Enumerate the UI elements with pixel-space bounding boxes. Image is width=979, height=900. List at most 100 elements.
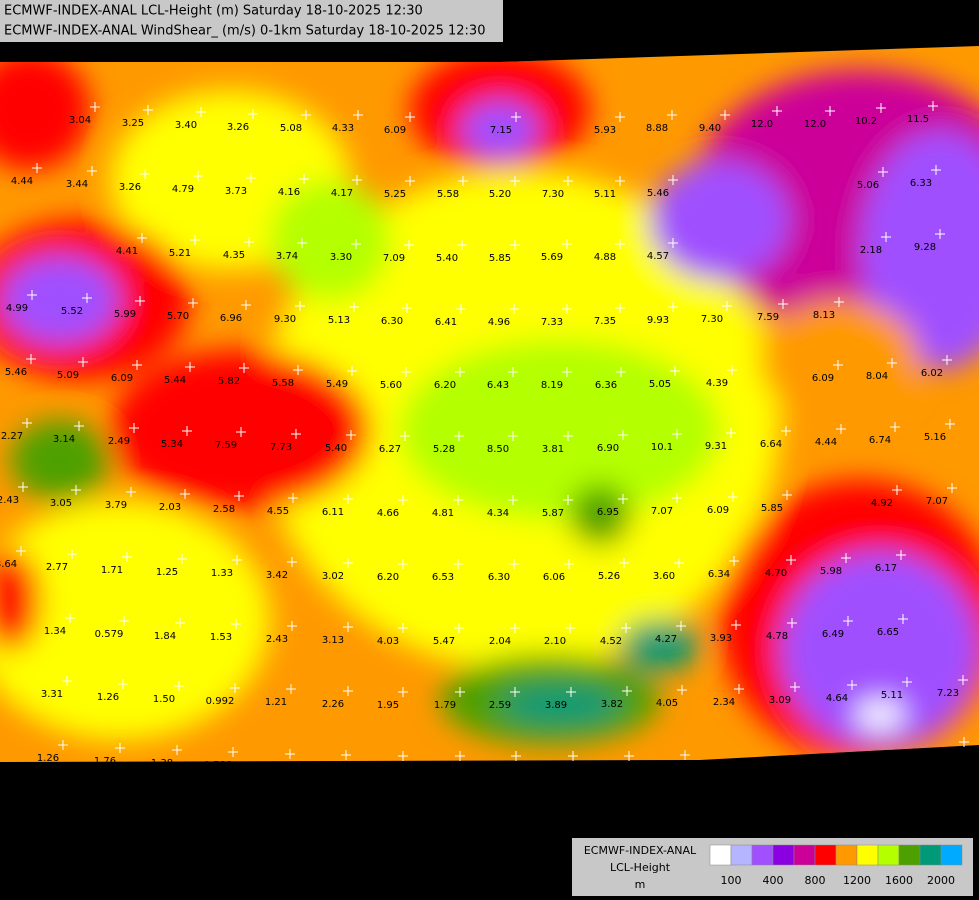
station-marker (624, 751, 634, 761)
header-line: ECMWF-INDEX-ANAL WindShear_ (m/s) 0-1km … (4, 24, 485, 39)
station-marker (727, 365, 737, 375)
station-marker (890, 422, 900, 432)
legend-swatch (919, 844, 942, 866)
station-value: 3.40 (175, 120, 197, 131)
legend-variable: LCL-Height (610, 861, 671, 874)
station-value: 5.06 (857, 180, 879, 191)
field-blobs (0, 50, 979, 760)
station-marker (615, 112, 625, 122)
station-marker (349, 302, 359, 312)
legend-swatch (730, 844, 753, 866)
station-marker (401, 367, 411, 377)
station-value: 6.17 (875, 563, 897, 574)
station-marker (668, 175, 678, 185)
station-value: 6.20 (434, 380, 456, 391)
station-value: 5.52 (61, 306, 83, 317)
station-marker (562, 304, 572, 314)
station-value: 5.11 (881, 690, 903, 701)
station-value: 5.16 (924, 432, 946, 443)
station-value: 8.04 (866, 371, 888, 382)
station-marker (566, 687, 576, 697)
station-value: 1.50 (153, 694, 175, 705)
station-value: 5.44 (164, 375, 186, 386)
station-marker (232, 555, 242, 565)
station-value: 1.26 (37, 753, 59, 764)
station-marker (945, 419, 955, 429)
station-value: 3.30 (330, 252, 352, 263)
station-value: 4.44 (815, 437, 837, 448)
station-marker (90, 102, 100, 112)
station-marker (398, 623, 408, 633)
legend-label: 400 (763, 874, 784, 887)
station-value: 4.52 (600, 636, 622, 647)
station-marker (677, 685, 687, 695)
station-marker (928, 101, 938, 111)
station-value: 3.25 (122, 118, 144, 129)
station-value: 9.40 (699, 123, 721, 134)
station-value: 5.08 (280, 123, 302, 134)
station-marker (87, 166, 97, 176)
station-value: 4.81 (432, 508, 454, 519)
station-value: 3.04 (69, 115, 91, 126)
station-value: 6.11 (322, 507, 344, 518)
station-value: 7.09 (383, 253, 405, 264)
station-marker (778, 299, 788, 309)
station-marker (510, 176, 520, 186)
station-value: 3.42 (266, 570, 288, 581)
station-marker (568, 751, 578, 761)
station-marker (931, 165, 941, 175)
station-marker (67, 549, 77, 559)
station-marker (455, 367, 465, 377)
station-marker (231, 619, 241, 629)
legend-swatch (772, 844, 795, 866)
station-marker (234, 491, 244, 501)
station-marker (942, 355, 952, 365)
legend-label: 800 (805, 874, 826, 887)
station-marker (241, 300, 251, 310)
station-marker (456, 304, 466, 314)
station-marker (347, 366, 357, 376)
station-marker (508, 495, 518, 505)
station-value: 4.27 (655, 634, 677, 645)
station-value: 2.43 (0, 495, 19, 506)
station-value: 4.88 (594, 252, 616, 263)
station-marker (565, 623, 575, 633)
station-value: 1.25 (156, 567, 178, 578)
station-value: 1.26 (97, 692, 119, 703)
station-value: 4.99 (6, 303, 28, 314)
station-value: 9.93 (647, 315, 669, 326)
station-value: 7.59 (215, 440, 237, 451)
station-marker (892, 485, 902, 495)
station-value: 2.10 (544, 636, 566, 647)
field (0, 46, 979, 762)
station-marker (959, 737, 969, 747)
station-marker (239, 363, 249, 373)
legend-scale: 100 400 800 1200 1600 2000 (709, 844, 963, 887)
station-value: 5.58 (272, 378, 294, 389)
station-value: 1.53 (210, 632, 232, 643)
station-value: 9.28 (914, 242, 936, 253)
station-marker (509, 304, 519, 314)
legend-swatch (814, 844, 837, 866)
station-marker (720, 110, 730, 120)
station-value: 5.25 (384, 189, 406, 200)
station-marker (188, 298, 198, 308)
station-value: 3.14 (53, 434, 75, 445)
station-marker (734, 684, 744, 694)
station-value: 3.81 (542, 444, 564, 455)
station-marker (563, 176, 573, 186)
station-value: 6.09 (111, 373, 133, 384)
station-marker (115, 743, 125, 753)
station-marker (902, 677, 912, 687)
station-marker (177, 554, 187, 564)
station-value: 3.26 (119, 182, 141, 193)
station-value: 3.18 (659, 763, 681, 774)
station-value: 8.19 (541, 380, 563, 391)
station-marker (140, 169, 150, 179)
station-value: 5.46 (5, 367, 27, 378)
station-marker (878, 167, 888, 177)
legend-label: 1200 (843, 874, 871, 887)
station-value: 5.98 (820, 566, 842, 577)
station-marker (881, 232, 891, 242)
station-value: 6.96 (220, 313, 242, 324)
